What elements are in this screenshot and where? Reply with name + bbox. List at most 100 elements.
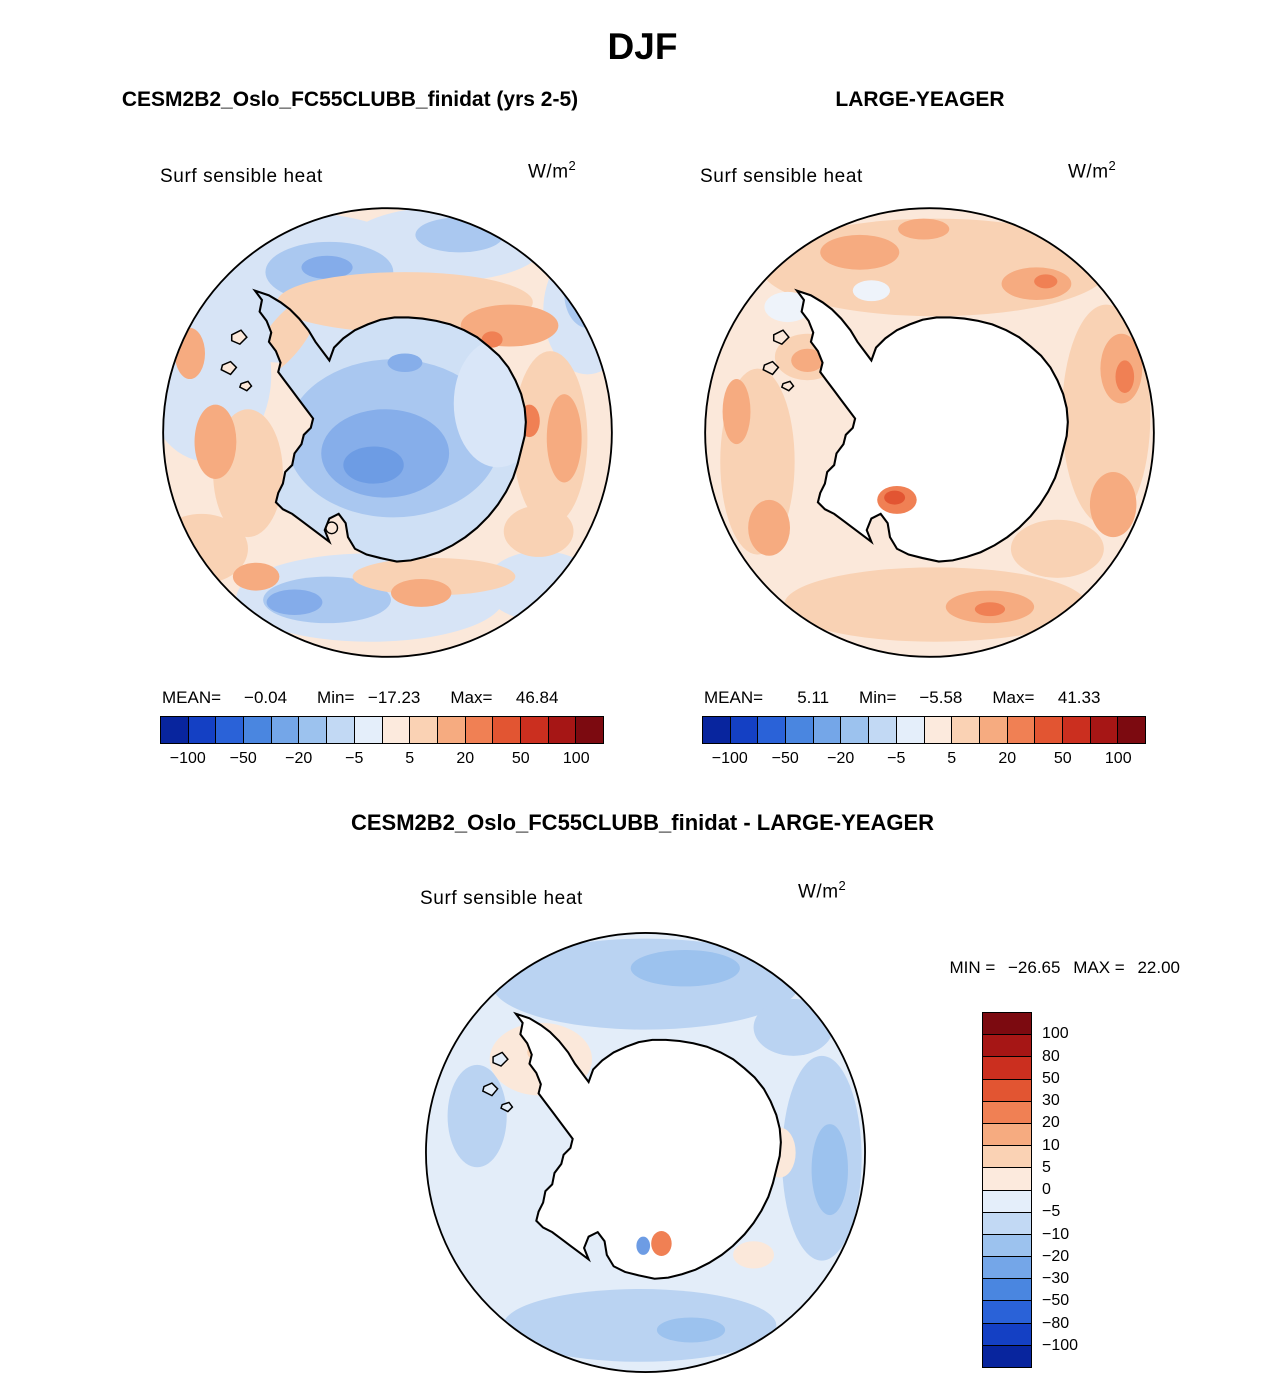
colorbar-segment	[983, 1013, 1031, 1036]
colorbar-segment	[983, 1345, 1031, 1367]
min-value: −17.23	[367, 688, 421, 707]
stats-model: MEAN= −0.04 Min= −17.23 Max= 46.84	[162, 688, 606, 708]
units-exponent: 2	[1108, 158, 1117, 173]
colorbar-segment	[983, 1035, 1031, 1058]
colorbar-segment	[983, 1123, 1031, 1147]
colorbar-model	[160, 716, 604, 744]
diff-field-shading	[425, 932, 866, 1373]
units-model: W/m2	[528, 158, 576, 183]
units-exponent: 2	[568, 158, 577, 173]
colorbar-segment	[758, 717, 787, 743]
colorbar-segment	[188, 717, 217, 743]
colorbar-segment	[983, 1146, 1031, 1169]
colorbar-segment	[410, 717, 438, 743]
stats-obs: MEAN= 5.11 Min= −5.58 Max= 41.33	[704, 688, 1148, 708]
colorbar-tick-label: −80	[1042, 1314, 1070, 1332]
colorbar-tick-label: 20	[456, 750, 475, 767]
diff-minmax: MIN = −26.65 MAX = 22.00	[860, 958, 1180, 978]
colorbar-segment	[437, 717, 466, 743]
colorbar-tick-label: −100	[169, 750, 206, 767]
map-boundary-circle	[704, 207, 1155, 658]
colorbar-segment	[244, 717, 272, 743]
colorbar-segment	[983, 1279, 1031, 1302]
colorbar-tick-label: −5	[345, 750, 364, 767]
colorbar-segment	[983, 1101, 1031, 1124]
diff-max-label: MAX =	[1073, 958, 1125, 977]
min-label: Min=	[859, 688, 897, 707]
field-label-obs: Surf sensible heat	[700, 166, 863, 187]
max-label: Max=	[450, 688, 493, 707]
polar-map-model	[162, 207, 613, 658]
colorbar-segment	[983, 1257, 1031, 1280]
colorbar-diff-labels: 100 80 50 30 20 10 5 0 −5 −10 −20 −30 −50 −80 −100	[1042, 1012, 1112, 1368]
colorbar-segment	[382, 717, 411, 743]
colorbar-segment	[161, 717, 189, 743]
min-label: Min=	[317, 688, 355, 707]
mean-value: 5.11	[797, 688, 830, 707]
colorbar-segment	[983, 1079, 1031, 1102]
diff-title: CESM2B2_Oslo_FC55CLUBB_finidat - LARGE-Y…	[350, 810, 935, 835]
colorbar-segment	[983, 1168, 1031, 1191]
colorbar-tick-label: 5	[405, 750, 415, 767]
units-obs: W/m2	[1068, 158, 1116, 183]
colorbar-segment	[520, 717, 549, 743]
colorbar-tick-label: 0	[1042, 1181, 1051, 1198]
colorbar-segment	[1090, 717, 1119, 743]
panel-title-model: CESM2B2_Oslo_FC55CLUBB_finidat (yrs 2-5)	[121, 88, 579, 111]
colorbar-segment	[730, 717, 759, 743]
colorbar-tick-label: 20	[998, 750, 1017, 767]
colorbar-tick-label: −50	[771, 750, 799, 767]
colorbar-segment	[354, 717, 383, 743]
mean-value: −0.04	[244, 688, 288, 707]
colorbar-segment	[924, 717, 953, 743]
units-exponent: 2	[838, 878, 847, 893]
units-base: W/m	[1068, 161, 1109, 183]
colorbar-segment	[1035, 717, 1063, 743]
colorbar-tick-label: −100	[711, 750, 748, 767]
obs-field-shading	[705, 208, 1154, 657]
colorbar-segment	[841, 717, 870, 743]
colorbar-model-ticks: −100 −50 −20 −5 5 20 50 100	[160, 750, 604, 772]
colorbar-tick-label: 5	[1042, 1158, 1051, 1176]
colorbar-segment	[983, 1301, 1031, 1324]
colorbar-tick-label: −20	[827, 750, 855, 767]
colorbar-segment	[1118, 717, 1145, 743]
colorbar-tick-label: −20	[1042, 1247, 1070, 1265]
diff-min-value: −26.65	[1008, 958, 1061, 977]
colorbar-segment	[299, 717, 328, 743]
colorbar-tick-label: −10	[1042, 1225, 1070, 1243]
colorbar-segment	[271, 717, 300, 743]
colorbar-segment	[983, 1190, 1031, 1213]
colorbar-diff	[982, 1012, 1032, 1368]
colorbar-segment	[983, 1212, 1031, 1235]
max-label: Max=	[992, 688, 1035, 707]
colorbar-segment	[896, 717, 925, 743]
colorbar-tick-label: 100	[1104, 750, 1132, 767]
colorbar-tick-label: −30	[1042, 1270, 1070, 1287]
colorbar-tick-label: 80	[1042, 1047, 1060, 1065]
colorbar-segment	[869, 717, 897, 743]
colorbar-segment	[465, 717, 494, 743]
colorbar-tick-label: −5	[887, 750, 906, 767]
colorbar-segment	[1062, 717, 1091, 743]
mean-label: MEAN=	[162, 688, 222, 707]
field-label-model: Surf sensible heat	[160, 166, 323, 187]
colorbar-segment	[216, 717, 245, 743]
field-label-diff: Surf sensible heat	[420, 888, 583, 909]
units-base: W/m	[798, 881, 839, 903]
map-boundary-circle	[425, 932, 866, 1373]
colorbar-segment	[983, 1323, 1031, 1346]
colorbar-segment	[327, 717, 355, 743]
colorbar-tick-label: 50	[511, 750, 530, 767]
diff-min-label: MIN =	[949, 958, 996, 977]
colorbar-segment	[493, 717, 521, 743]
colorbar-tick-label: 100	[562, 750, 590, 767]
figure-title: DJF	[607, 26, 678, 67]
colorbar-tick-label: 50	[1053, 750, 1072, 767]
colorbar-tick-label: −100	[1042, 1336, 1079, 1354]
colorbar-segment	[1007, 717, 1036, 743]
polar-map-diff	[425, 932, 866, 1373]
map-boundary-circle	[162, 207, 613, 658]
colorbar-tick-label: −20	[285, 750, 313, 767]
